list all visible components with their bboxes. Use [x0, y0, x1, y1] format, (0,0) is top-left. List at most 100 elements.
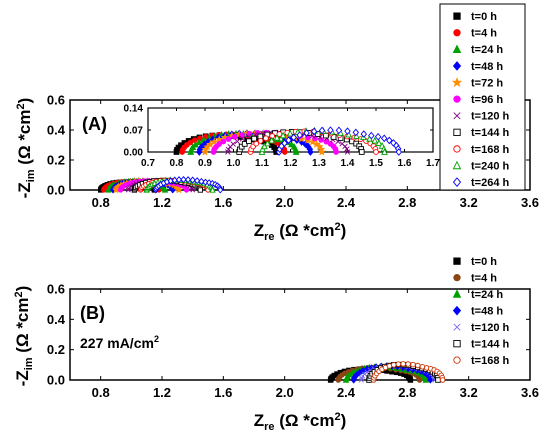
panel-b-xtick-label: 2.8 — [398, 385, 416, 400]
panel-b-point — [415, 362, 421, 369]
panel-a-xlabel: Zre (Ω *cm2) — [254, 221, 347, 243]
panel-a-inset-point — [263, 135, 269, 142]
panel-b-ylabel-main: -Z — [13, 370, 32, 386]
panel-a-inset-point — [220, 138, 227, 145]
panel-a-point — [175, 176, 183, 184]
panel-b-legend: t=0 h t=4 h t=24 h t=48 h t=120 h t=144 h t=16… — [452, 256, 509, 367]
panel-a-inset-xtick-label: 1.6 — [398, 158, 412, 169]
panel-a-inset-point — [245, 133, 252, 140]
panel-b-legend-label: t=168 h — [471, 355, 509, 367]
panel-a-inset-point — [344, 127, 351, 135]
panel-b-ytick-label: 0.2 — [47, 342, 65, 357]
panel-a-inset-point — [371, 136, 379, 144]
panel-a-inset-point — [330, 134, 337, 140]
panel-a-inset-xtick-label: 0.7 — [141, 158, 155, 169]
panel-b-legend-label: t=4 h — [471, 273, 497, 285]
panel-a-point — [197, 187, 203, 193]
panel-b-legend-entries: t=0 h t=4 h t=24 h t=48 h t=120 h t=144 h t=16… — [452, 256, 509, 367]
panel-a-ylabel-end: ) — [15, 98, 34, 104]
panel-b-point — [416, 377, 423, 383]
panel-a-point — [189, 176, 196, 184]
panel-a-point — [185, 176, 192, 184]
panel-b-legend-marker — [453, 340, 461, 348]
panel-a-inset-point — [238, 132, 245, 138]
panel-a-inset-point — [344, 149, 351, 155]
panel-a-inset-xtick-label: 1.0 — [227, 158, 241, 169]
panel-a-inset-point — [251, 135, 258, 142]
panel-a-inset-point — [220, 132, 230, 141]
panel-a-xlabel-sub: re — [264, 231, 274, 243]
panel-a-label: (A) — [82, 114, 107, 134]
panel-a-inset-point — [333, 149, 339, 155]
panel-a-inset-xtick-label: 1.5 — [369, 158, 383, 169]
panel-a-inset: 0.7 0.8 0.9 1.0 1.1 1.2 1.3 1.4 1.5 1.6 1.7 0.00 0.0… — [124, 104, 441, 170]
panel-a-xlabel-end: ) — [341, 221, 347, 240]
panel-a-xtick-label: 2.8 — [398, 195, 416, 210]
panel-a-point — [183, 187, 190, 193]
panel-a-inset-point — [286, 129, 294, 137]
panel-a-inset-point — [225, 146, 232, 153]
panel-a-point — [198, 177, 205, 185]
panel-a-inset-point — [191, 137, 198, 144]
panel-b-xtick-label: 3.6 — [521, 385, 539, 400]
panel-a-ylabel-sub: im — [25, 169, 37, 182]
panel-b-legend-label: t=120 h — [471, 322, 509, 334]
panel-a-legend: t=0 h t=4 h t=24 h t=48 h t=72 h t=96 h t=120 … — [439, 3, 526, 191]
panel-a-inset-point — [374, 132, 382, 141]
panel-a-inset-axes: 0.7 0.8 0.9 1.0 1.1 1.2 1.3 1.4 1.5 1.6 1.7 0.00 0.0… — [124, 104, 441, 170]
panel-b-point — [400, 361, 406, 367]
panel-b-xtick-label: 1.6 — [214, 385, 232, 400]
panel-b: 0.8 1.2 1.6 2.0 2.4 2.8 3.2 3.6 0.0 0.2 0.4 0.6 (B)… — [13, 256, 539, 433]
panel-a-inset-point — [303, 129, 310, 137]
panel-a-series-10 — [152, 176, 224, 194]
panel-a-ytick-label: 0.4 — [47, 123, 66, 138]
panel-a-inset-point — [230, 141, 236, 147]
panel-a-inset-point — [234, 138, 241, 145]
panel-b-ylabel-sub: im — [23, 357, 35, 370]
panel-a-legend-label: t=240 h — [471, 160, 509, 172]
panel-a-legend-entries: t=0 h t=4 h t=24 h t=48 h t=72 h t=96 h t=120 … — [451, 11, 509, 189]
panel-b-point — [419, 364, 426, 370]
panel-b-annotation-sup: 2 — [154, 334, 159, 344]
panel-a-inset-xtick-label: 1.7 — [426, 158, 440, 169]
panel-a-inset-point — [290, 133, 297, 142]
panel-a-inset-point — [257, 138, 264, 144]
panel-a-inset-point — [358, 149, 365, 155]
panel-a-xtick-label: 1.2 — [153, 195, 171, 210]
panel-a-legend-label: t=168 h — [471, 144, 509, 156]
panel-a-xtick-label: 2.4 — [337, 195, 356, 210]
panel-b-point — [422, 376, 429, 383]
panel-a-inset-point — [225, 136, 232, 142]
panel-a-legend-label: t=0 h — [471, 11, 497, 23]
panel-b-plot-frame — [69, 288, 531, 381]
panel-a-inset-point — [246, 138, 252, 145]
panel-a-inset-point — [281, 139, 288, 147]
panel-b-xtick-label: 2.0 — [276, 385, 294, 400]
panel-a-inset-ytick-label: 0.00 — [124, 148, 144, 159]
panel-b-point — [439, 377, 446, 383]
panel-a-legend-marker — [452, 177, 462, 188]
panel-b-legend-label: t=48 h — [471, 306, 503, 318]
panel-a-inset-point — [327, 126, 334, 134]
panel-b-ytick-label: 0.0 — [47, 373, 65, 388]
panel-b-label: (B) — [80, 303, 105, 323]
panel-b-xlabel-rest: (Ω *cm — [275, 411, 335, 430]
panel-b-ytick-label: 0.6 — [47, 282, 65, 297]
panel-a-legend-marker — [451, 77, 463, 87]
panel-b-series — [327, 361, 446, 384]
panel-a-inset-point — [201, 140, 208, 149]
panel-a-xtick-label: 3.2 — [460, 195, 478, 210]
panel-a-point — [171, 176, 178, 184]
panel-a-inset-point — [279, 131, 287, 139]
panel-b-series-6 — [370, 361, 446, 383]
panel-a-legend-marker — [453, 145, 461, 153]
panel-a-inset-series — [173, 126, 403, 156]
panel-b-xlabel: Zre (Ω *cm2) — [254, 411, 347, 433]
panel-a-xlabel-sup: 2 — [334, 221, 340, 233]
panel-b-legend-marker — [453, 323, 461, 331]
panel-a-inset-xtick-label: 1.2 — [284, 158, 298, 169]
panel-a-legend-label: t=48 h — [471, 61, 503, 73]
panel-b-xlabel-main: Z — [254, 411, 264, 430]
panel-a-inset-point — [210, 137, 219, 146]
panel-a-legend-label: t=120 h — [471, 111, 509, 123]
